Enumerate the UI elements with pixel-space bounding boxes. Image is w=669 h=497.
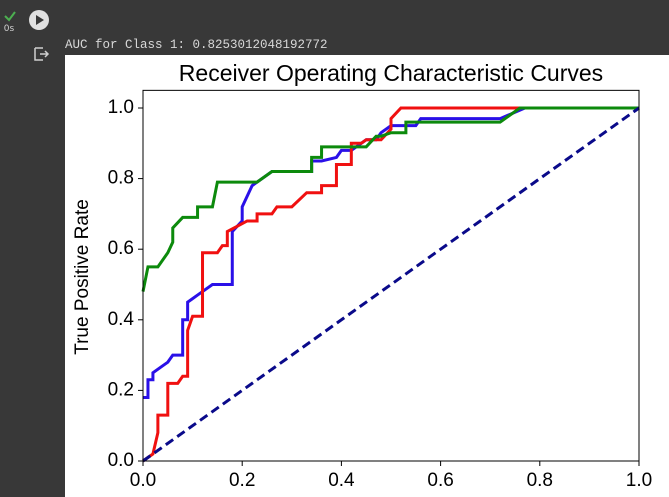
output-menu-icon[interactable]	[32, 45, 50, 63]
x-tick-label: 0.2	[229, 470, 255, 491]
x-tick-label: 0.6	[427, 470, 453, 491]
chart-title: Receiver Operating Characteristic Curves	[179, 60, 603, 86]
y-tick-label: 0.0	[108, 450, 134, 471]
y-tick-label: 0.4	[108, 309, 135, 330]
x-tick-label: 0.4	[328, 470, 355, 491]
y-tick-label: 0.2	[108, 379, 134, 400]
run-time: 0s	[4, 24, 15, 34]
run-status: 0s	[4, 11, 16, 34]
roc-curve	[142, 106, 640, 463]
roc-curve	[142, 106, 639, 463]
roc-curve	[141, 106, 639, 292]
roc-curve	[143, 106, 639, 399]
chart: Receiver Operating Characteristic Curves…	[65, 55, 669, 497]
y-tick-label: 0.8	[108, 168, 134, 189]
plot-frame	[142, 89, 640, 462]
y-axis-label: True Positive Rate	[72, 199, 93, 355]
y-tick-label: 0.6	[108, 238, 134, 259]
y-tick-label: 1.0	[108, 97, 134, 118]
check-icon	[4, 11, 16, 22]
x-tick-label: 0.8	[527, 470, 553, 491]
x-tick-label: 1.0	[626, 470, 652, 491]
x-tick-label: 0.0	[130, 470, 156, 491]
run-button[interactable]	[28, 8, 52, 32]
output-line: AUC for Class 1: 0.8253012048192772	[65, 38, 328, 52]
